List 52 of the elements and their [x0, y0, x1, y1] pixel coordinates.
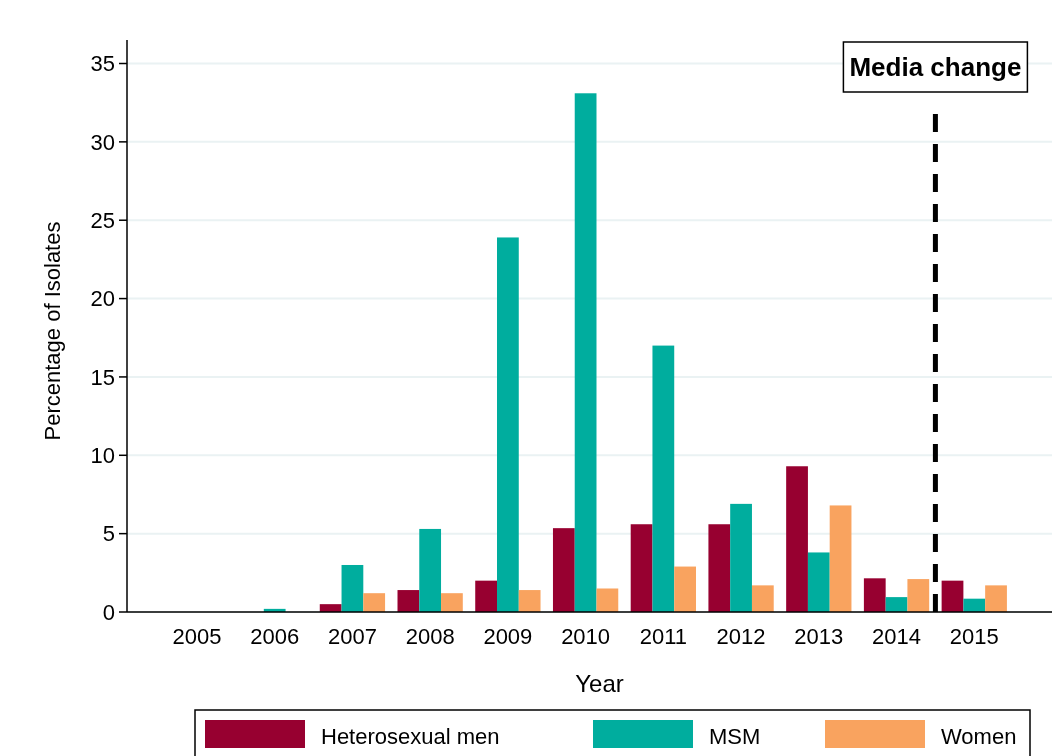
bar [885, 597, 908, 612]
x-tick-label: 2009 [483, 624, 533, 649]
y-tick-label: 25 [90, 207, 115, 233]
x-tick-label: 2013 [794, 624, 844, 649]
bar [941, 580, 964, 612]
bar [786, 466, 808, 612]
y-tick-label: 5 [102, 521, 115, 547]
legend-label: Heterosexual men [321, 723, 500, 749]
x-tick-label: 2012 [716, 624, 766, 649]
bar [497, 237, 519, 612]
y-tick-label: 20 [90, 286, 115, 312]
bar [552, 528, 575, 612]
x-tick-label: 2015 [949, 624, 999, 649]
bar [863, 578, 886, 612]
bar [652, 345, 675, 612]
bar [574, 93, 597, 612]
legend-label: Women [941, 723, 1017, 749]
bar [985, 585, 1007, 612]
ref-line-label: Media change [849, 52, 1022, 83]
bar [341, 564, 364, 612]
bar [708, 524, 731, 612]
y-tick-label: 15 [90, 364, 115, 390]
bar [319, 604, 342, 612]
x-tick-label: 2006 [250, 624, 300, 649]
bar [518, 590, 541, 612]
bar [419, 528, 442, 612]
bar [363, 593, 386, 612]
bar [963, 598, 986, 612]
x-tick-label: 2010 [561, 624, 611, 649]
y-tick-label: 30 [90, 129, 115, 155]
bar [730, 503, 752, 612]
bar [807, 552, 830, 612]
bar [907, 579, 930, 612]
x-tick-label: 2007 [327, 624, 377, 649]
bar [751, 585, 774, 612]
bar [475, 580, 497, 612]
x-axis-title: Year [575, 670, 624, 697]
legend-label: MSM [709, 723, 761, 749]
x-tick-label: 2005 [172, 624, 222, 649]
x-tick-label: 2014 [872, 624, 922, 649]
y-axis-title: Percentage of Isolates [40, 221, 65, 441]
y-tick-label: 35 [90, 51, 115, 77]
bar [441, 593, 463, 612]
bar [596, 588, 619, 612]
y-tick-label: 10 [90, 442, 115, 468]
bar [630, 524, 653, 612]
bar [674, 566, 696, 612]
x-tick-label: 2008 [405, 624, 455, 649]
bar [397, 590, 420, 612]
y-tick-label: 0 [102, 599, 115, 625]
bar [829, 505, 852, 612]
x-tick-label: 2011 [639, 624, 687, 649]
